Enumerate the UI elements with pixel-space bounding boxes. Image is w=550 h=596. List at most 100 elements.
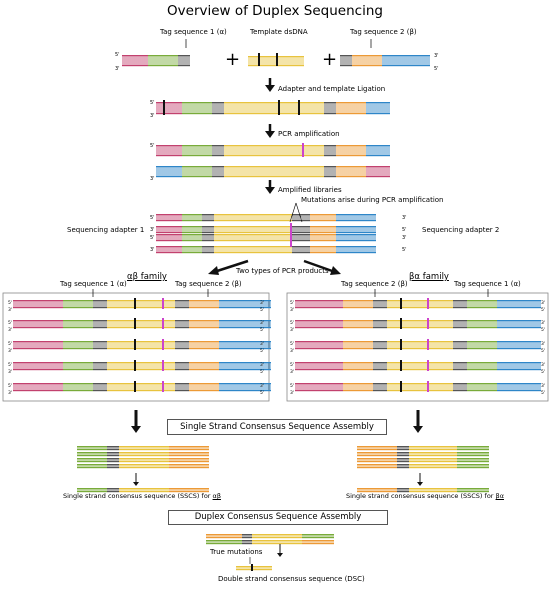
strand-bottom <box>182 220 202 222</box>
strand-bottom <box>457 467 489 469</box>
strand-bottom <box>156 240 182 242</box>
strand-top <box>467 341 497 343</box>
strand-end-marker: 3' <box>541 341 545 347</box>
strand-end-marker: 5' <box>260 307 264 313</box>
strand-top <box>457 464 489 466</box>
strand-bottom <box>212 176 224 178</box>
strand-top <box>219 320 271 322</box>
three-prime-marker: 3' <box>434 53 439 59</box>
strand-top <box>107 446 119 448</box>
strand-top <box>175 383 189 385</box>
strand-bottom <box>397 449 409 451</box>
strand-end-marker: 3' <box>8 307 12 313</box>
arrow-left <box>213 259 249 274</box>
strand-bottom <box>13 327 63 329</box>
strand-top <box>212 145 224 147</box>
strand-top <box>156 145 182 147</box>
strand-bottom <box>295 307 343 309</box>
strand-bottom <box>397 455 409 457</box>
strand-bottom <box>292 240 310 242</box>
strand-top <box>63 320 93 322</box>
strand-bottom <box>453 369 467 371</box>
strand-top <box>169 446 209 448</box>
ba-base <box>400 381 402 392</box>
strand-bottom <box>224 113 324 115</box>
ba-read-4 <box>295 383 541 392</box>
strand-bottom <box>219 369 271 371</box>
strand-bottom <box>457 491 489 493</box>
strand-top <box>343 341 373 343</box>
strand-top <box>182 234 202 236</box>
strand-end-marker: 3' <box>541 300 545 306</box>
ba-mutation <box>427 381 429 392</box>
strand-bottom <box>343 348 373 350</box>
strand-bottom <box>182 113 212 115</box>
strand-bottom <box>357 455 397 457</box>
strand-bottom <box>387 369 453 371</box>
strand-bottom <box>189 369 219 371</box>
step-libraries-label: Amplified libraries <box>278 186 342 194</box>
seq-adapter-2-label: Sequencing adapter 2 <box>422 226 500 234</box>
strand-top <box>178 55 190 57</box>
strand-end-marker: 3' <box>290 390 294 396</box>
strand-bottom <box>387 390 453 392</box>
strand-top <box>397 446 409 448</box>
strand-top <box>107 300 175 302</box>
library-mutation <box>290 223 292 247</box>
strand-top <box>252 534 302 536</box>
strand-top <box>63 300 93 302</box>
strand-top <box>457 452 489 454</box>
three-prime-marker: 3' <box>115 66 120 72</box>
strand-top <box>497 300 541 302</box>
strand-top <box>212 102 224 104</box>
strand-end-marker: 5' <box>541 390 545 396</box>
strand-top <box>453 341 467 343</box>
strand-bottom <box>202 220 214 222</box>
ab-family-label: αβ family <box>127 272 167 282</box>
strand-bottom <box>107 449 119 451</box>
ab-read-0 <box>13 300 271 309</box>
strand-top <box>357 488 397 490</box>
strand-top <box>324 166 336 168</box>
strand-top <box>467 383 497 385</box>
strand-bottom <box>336 252 376 254</box>
strand-end-marker: 3' <box>541 383 545 389</box>
strand-top <box>409 446 457 448</box>
arrow-ligation-head <box>265 85 275 92</box>
strand-bottom <box>453 348 467 350</box>
strand-end-marker: 3' <box>260 383 264 389</box>
strand-top <box>497 341 541 343</box>
strand-bottom <box>169 461 209 463</box>
strand-top <box>295 320 343 322</box>
strand-bottom <box>156 220 182 222</box>
strand-top <box>366 166 390 168</box>
strand-end-marker: 3' <box>290 348 294 354</box>
strand-end-marker: 3' <box>260 300 264 306</box>
strand-bottom <box>382 65 430 67</box>
strand-top <box>295 362 343 364</box>
mutation-pointer-2 <box>295 202 303 223</box>
strand-bottom <box>214 240 292 242</box>
strand-top <box>357 458 397 460</box>
template-base-2 <box>276 53 278 66</box>
strand-end-marker: 3' <box>260 362 264 368</box>
ba-read-3 <box>295 362 541 371</box>
strand-top <box>343 320 373 322</box>
strand-bottom <box>336 232 376 234</box>
strand-bottom <box>387 327 453 329</box>
ab-base <box>134 339 136 350</box>
strand-end-marker: 5' <box>260 369 264 375</box>
strand-bottom <box>214 252 292 254</box>
tag-alpha-adapter <box>122 55 190 67</box>
strand-bottom <box>252 543 302 545</box>
strand-end-marker: 3' <box>260 320 264 326</box>
strand-top <box>242 534 252 536</box>
sscs-ba-suffix: βα <box>495 492 504 500</box>
plus-sign-1: + <box>225 49 241 70</box>
strand-top <box>107 458 119 460</box>
strand-top <box>409 488 457 490</box>
strand-top <box>366 145 390 147</box>
ab-mutation <box>162 339 164 350</box>
strand-bottom <box>107 369 175 371</box>
strand-bottom <box>182 155 212 157</box>
